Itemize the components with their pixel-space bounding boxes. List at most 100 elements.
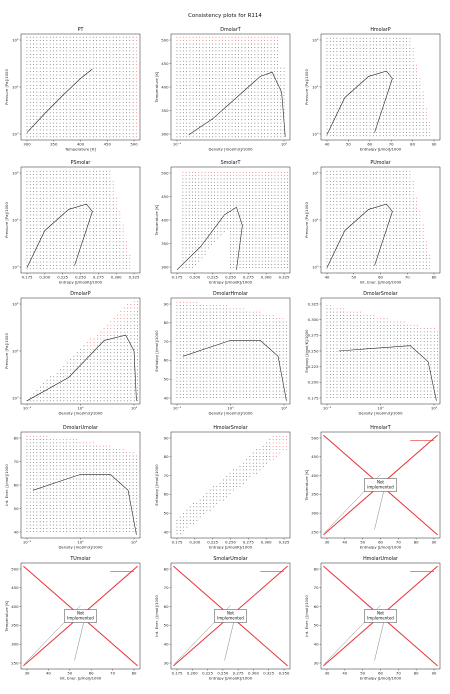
y-tick-label: 500 xyxy=(161,170,169,175)
panel-frame xyxy=(171,432,290,538)
x-tick-label: 350 xyxy=(50,142,58,147)
x-tick-label: 40 xyxy=(342,671,347,676)
y-axis-label: Temperature [K] xyxy=(154,204,159,236)
y-tick-label: 90 xyxy=(164,301,169,306)
panel-title: HmolarUmolar xyxy=(363,556,398,562)
x-tick-label: 30 xyxy=(325,671,330,676)
y-axis-label: Pressure [Pa]/1000 xyxy=(304,69,309,105)
y-tick-label: 400 xyxy=(311,473,319,478)
y-tick-label: 0.250 xyxy=(308,348,319,353)
x-tick-label: 0.325 xyxy=(263,671,274,676)
y-tick-label: 80 xyxy=(164,320,169,325)
saturation-curve xyxy=(183,340,287,400)
saturation-dome xyxy=(327,204,392,268)
y-tick-label: 500 xyxy=(311,435,319,440)
y-tick-label: 10² xyxy=(312,37,319,42)
saturation-curve xyxy=(339,346,437,401)
y-tick-label: 10¹ xyxy=(12,84,19,89)
y-tick-label: 10⁰ xyxy=(12,264,19,269)
y-tick-label: 500 xyxy=(161,37,169,42)
y-tick-label: 70 xyxy=(164,585,169,590)
x-tick-label: 0.325 xyxy=(279,540,290,545)
x-tick-label: 40 xyxy=(342,540,347,545)
y-tick-label: 250 xyxy=(311,529,319,534)
y-tick-label: 40 xyxy=(314,642,319,647)
y-tick-label: 40 xyxy=(14,529,19,534)
y-axis-label: Int. Ener. [J/mol]/1000 xyxy=(304,595,309,637)
y-tick-label: 10² xyxy=(12,301,19,306)
y-tick-label: 400 xyxy=(161,84,169,89)
y-tick-label: 10¹ xyxy=(12,217,19,222)
x-tick-label: 0.300 xyxy=(261,275,272,280)
x-tick-label: 80 xyxy=(432,275,437,280)
panel-frame xyxy=(171,167,290,273)
data-dots xyxy=(177,37,285,137)
x-tick-label: 50 xyxy=(346,142,351,147)
plot-area xyxy=(27,171,131,269)
x-tick-label: 70 xyxy=(405,275,410,280)
x-tick-label: 30 xyxy=(325,540,330,545)
panel-title: PSmolar xyxy=(71,160,91,166)
y-axis-label: Int. Ener. [J/mol]/1000 xyxy=(4,464,9,506)
x-axis-label: Entropy [J/mol/K]/1000 xyxy=(59,280,103,285)
y-tick-label: 10⁰ xyxy=(312,264,319,269)
x-tick-label: 10¹ xyxy=(281,406,288,411)
data-dots xyxy=(27,301,138,401)
y-tick-label: 50 xyxy=(164,377,169,382)
x-axis-label: Enthalpy [J/mol]/1000 xyxy=(360,676,402,681)
y-tick-label: 80 xyxy=(314,566,319,571)
x-tick-label: 0.175 xyxy=(172,275,183,280)
y-tick-label: 40 xyxy=(164,529,169,534)
y-tick-label: 70 xyxy=(164,339,169,344)
x-tick-label: 0.300 xyxy=(261,540,272,545)
x-tick-label: 80 xyxy=(410,142,415,147)
x-tick-label: 500 xyxy=(130,142,138,147)
y-tick-label: 70 xyxy=(164,473,169,478)
y-tick-label: 300 xyxy=(161,131,169,136)
data-dots xyxy=(177,302,287,398)
not-implemented-label: Implemented xyxy=(67,616,94,621)
y-tick-label: 50 xyxy=(314,623,319,628)
x-tick-label: 10⁻¹ xyxy=(173,142,182,147)
y-tick-label: 450 xyxy=(311,454,319,459)
x-tick-label: 0.300 xyxy=(111,275,122,280)
x-tick-label: 10¹ xyxy=(431,406,438,411)
x-tick-label: 450 xyxy=(104,142,112,147)
panel-frame xyxy=(21,167,140,273)
y-tick-label: 70 xyxy=(314,585,319,590)
x-axis-label: Int. Ener. [J/mol]/1000 xyxy=(360,280,402,285)
panel-title: PUmolar xyxy=(370,160,390,166)
saturation-curve xyxy=(33,474,137,534)
y-tick-label: 90 xyxy=(164,435,169,440)
y-tick-label: 0.275 xyxy=(308,333,319,338)
y-tick-label: 60 xyxy=(164,358,169,363)
data-dots xyxy=(327,305,438,398)
panel-title: DmolarSmolar xyxy=(363,291,397,297)
y-tick-label: 10² xyxy=(312,170,319,175)
not-implemented-label: Implemented xyxy=(217,616,244,621)
x-axis-label: Enthalpy [J/mol]/1000 xyxy=(360,545,402,550)
plot-area xyxy=(177,172,288,270)
x-tick-label: 10⁻¹ xyxy=(323,406,332,411)
y-tick-label: 70 xyxy=(14,459,19,464)
y-tick-label: 0.225 xyxy=(308,364,319,369)
panel-title: DmolarP xyxy=(70,291,91,297)
x-tick-label: 0.325 xyxy=(129,275,140,280)
panel-title: PT xyxy=(78,27,84,33)
x-axis-label: Int. Ener. [J/mol]/1000 xyxy=(60,676,102,681)
x-axis-label: Density [mol/m3]/1000 xyxy=(58,411,103,416)
plot-area xyxy=(27,37,137,137)
panel-title: SmolarUmolar xyxy=(213,556,247,562)
panel-frame xyxy=(21,34,140,140)
plot-area xyxy=(327,305,438,401)
x-tick-label: 90 xyxy=(432,142,437,147)
y-tick-label: 60 xyxy=(314,604,319,609)
